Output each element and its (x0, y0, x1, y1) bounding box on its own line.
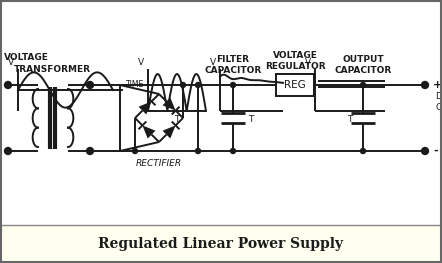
Text: VOLTAGE
REGULATOR: VOLTAGE REGULATOR (265, 51, 325, 71)
Text: RECTIFIER: RECTIFIER (136, 159, 182, 168)
Circle shape (5, 148, 11, 154)
Bar (276, 74, 314, 96)
Polygon shape (142, 125, 156, 139)
Circle shape (195, 83, 201, 88)
Circle shape (422, 82, 428, 88)
Text: T: T (347, 114, 353, 124)
Circle shape (230, 83, 236, 88)
Circle shape (180, 83, 186, 88)
Circle shape (87, 82, 93, 88)
Circle shape (361, 83, 366, 88)
Polygon shape (163, 98, 175, 111)
Circle shape (133, 149, 137, 154)
Circle shape (87, 148, 93, 154)
Text: DC
OUTPUT: DC OUTPUT (435, 92, 442, 112)
Circle shape (230, 149, 236, 154)
Text: T: T (248, 114, 254, 124)
Text: TIME: TIME (126, 80, 144, 89)
Text: V: V (8, 58, 14, 67)
Text: V: V (305, 58, 311, 67)
Polygon shape (163, 125, 175, 139)
Text: Regulated Linear Power Supply: Regulated Linear Power Supply (99, 237, 343, 251)
Text: V: V (210, 58, 216, 67)
Circle shape (361, 149, 366, 154)
Text: +: + (433, 80, 442, 90)
Circle shape (422, 148, 428, 154)
Polygon shape (138, 102, 152, 114)
Text: REG: REG (284, 80, 306, 90)
Text: -: - (433, 146, 438, 156)
Text: FILTER
CAPACITOR: FILTER CAPACITOR (204, 55, 262, 75)
Text: TRANSFORMER: TRANSFORMER (14, 64, 91, 73)
Bar (120, 85, 198, 151)
Bar (0, 225, 442, 263)
Bar (0, 0, 442, 225)
Text: OUTPUT
CAPACITOR: OUTPUT CAPACITOR (335, 55, 392, 75)
Circle shape (5, 82, 11, 88)
Text: T: T (174, 114, 180, 124)
Text: VOLTAGE: VOLTAGE (4, 53, 49, 62)
Circle shape (195, 149, 201, 154)
Text: V: V (138, 58, 144, 67)
